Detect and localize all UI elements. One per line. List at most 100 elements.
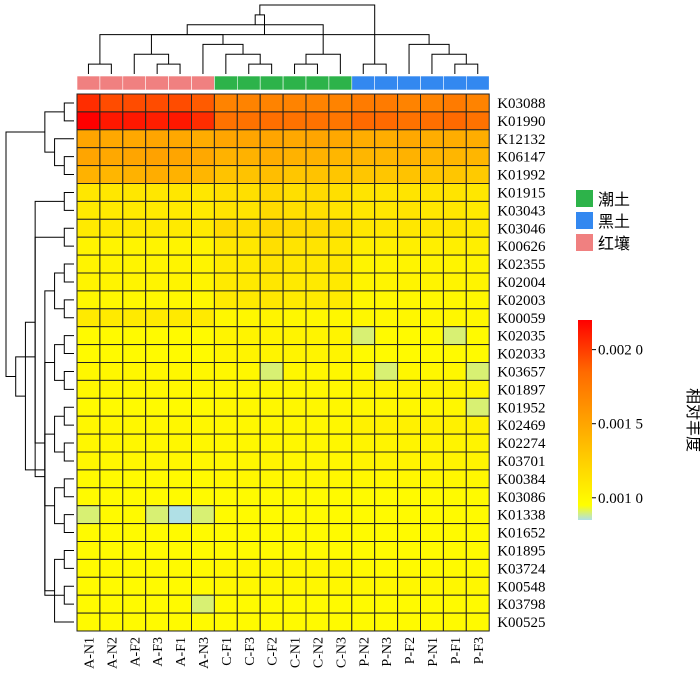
heatmap-cell bbox=[99, 129, 124, 149]
heatmap-cell bbox=[191, 326, 215, 346]
column-label: C-F3 bbox=[243, 637, 258, 666]
heatmap-cell bbox=[99, 415, 124, 435]
heatmap-cell bbox=[168, 111, 193, 131]
heatmap-cell bbox=[397, 379, 422, 399]
heatmap-cell bbox=[465, 451, 490, 471]
heatmap-cell bbox=[465, 594, 490, 614]
group-bar-cell bbox=[374, 75, 398, 91]
heatmap-cell bbox=[259, 93, 284, 113]
row-dendrogram-branch bbox=[54, 344, 65, 381]
row-dendrogram-branch bbox=[5, 131, 45, 377]
legend-label: 黑土 bbox=[598, 212, 630, 231]
heatmap-cell bbox=[282, 505, 307, 525]
heatmap-cells bbox=[76, 93, 490, 632]
heatmap-cell bbox=[145, 200, 170, 220]
row-dendrogram-branch bbox=[63, 514, 74, 534]
heatmap-cell bbox=[168, 129, 193, 149]
heatmap-cell bbox=[328, 523, 353, 542]
heatmap-cell bbox=[374, 612, 399, 632]
heatmap-cell bbox=[465, 290, 490, 310]
heatmap-cell bbox=[351, 487, 376, 507]
heatmap-cell bbox=[305, 147, 330, 167]
row-dendrogram-branch bbox=[63, 299, 74, 319]
column-dendrogram-branch bbox=[156, 63, 181, 74]
row-label: K02469 bbox=[497, 418, 545, 434]
heatmap-cell bbox=[99, 344, 124, 364]
heatmap-cell bbox=[351, 451, 376, 471]
row-dendrogram-branch bbox=[63, 549, 74, 569]
column-label: A-N2 bbox=[105, 637, 120, 669]
group-bar-cell bbox=[99, 75, 124, 91]
heatmap-cell bbox=[76, 236, 101, 256]
heatmap-cell bbox=[191, 111, 215, 131]
heatmap-cell bbox=[420, 558, 444, 578]
heatmap-cell bbox=[191, 612, 215, 632]
heatmap-cell bbox=[145, 236, 170, 256]
heatmap-cell bbox=[122, 165, 147, 185]
heatmap-cell bbox=[236, 183, 261, 202]
heatmap-cell bbox=[420, 272, 444, 292]
row-dendrogram-branch bbox=[63, 156, 74, 176]
heatmap-cell bbox=[122, 469, 147, 489]
heatmap-cell bbox=[397, 165, 422, 185]
heatmap-cell bbox=[191, 147, 215, 167]
heatmap-cell bbox=[236, 505, 261, 525]
heatmap-cell bbox=[145, 397, 170, 417]
heatmap-cell bbox=[351, 165, 376, 185]
heatmap-cell bbox=[259, 344, 284, 364]
heatmap-cell bbox=[374, 344, 399, 364]
heatmap-cell bbox=[397, 93, 422, 113]
heatmap-cell bbox=[328, 576, 353, 596]
heatmap-cell bbox=[259, 183, 284, 202]
heatmap-cell bbox=[213, 236, 238, 256]
heatmap-cell bbox=[168, 200, 193, 220]
heatmap-cell bbox=[236, 397, 261, 417]
heatmap-cell bbox=[191, 523, 215, 542]
column-dendrogram-branch bbox=[202, 43, 244, 74]
heatmap-cell bbox=[122, 344, 147, 364]
heatmap-cell bbox=[442, 469, 467, 489]
heatmap-cell bbox=[168, 576, 193, 596]
heatmap-cell bbox=[374, 272, 399, 292]
heatmap-cell bbox=[305, 469, 330, 489]
column-dendrogram-branch bbox=[99, 34, 430, 65]
column-label: P-F1 bbox=[449, 637, 464, 664]
heatmap-cell bbox=[465, 362, 490, 381]
heatmap-cell bbox=[145, 218, 170, 238]
heatmap-cell bbox=[76, 344, 101, 364]
heatmap-cell bbox=[213, 415, 238, 435]
heatmap-cell bbox=[168, 218, 193, 238]
column-label: P-F3 bbox=[472, 637, 487, 664]
heatmap-cell bbox=[99, 236, 124, 256]
heatmap-cell bbox=[168, 272, 193, 292]
heatmap-cell bbox=[213, 308, 238, 328]
heatmap-cell bbox=[122, 236, 147, 256]
heatmap-cell bbox=[328, 397, 353, 417]
heatmap-cell bbox=[328, 344, 353, 364]
legend-label: 红壤 bbox=[598, 234, 630, 253]
heatmap-cell bbox=[397, 469, 422, 489]
row-label: K03701 bbox=[497, 454, 545, 470]
heatmap-cell bbox=[442, 505, 467, 525]
heatmap-cell bbox=[465, 236, 490, 256]
color-bar-tick-label: 0.001 5 bbox=[598, 417, 643, 433]
heatmap-cell bbox=[259, 523, 284, 542]
heatmap-cell bbox=[465, 576, 490, 596]
heatmap-cell bbox=[99, 469, 124, 489]
heatmap-cell bbox=[465, 147, 490, 167]
heatmap-cell bbox=[213, 397, 238, 417]
heatmap-cell bbox=[397, 451, 422, 471]
heatmap-cell bbox=[76, 487, 101, 507]
heatmap-cell bbox=[282, 236, 307, 256]
heatmap-cell bbox=[282, 469, 307, 489]
heatmap-cell bbox=[168, 541, 193, 560]
heatmap-cell bbox=[442, 558, 467, 578]
heatmap-cell bbox=[259, 165, 284, 185]
row-label: K00384 bbox=[497, 472, 546, 488]
heatmap-cell bbox=[351, 415, 376, 435]
heatmap-cell bbox=[99, 558, 124, 578]
column-label: A-F1 bbox=[174, 637, 189, 667]
column-label: P-N3 bbox=[380, 637, 395, 667]
heatmap-cell bbox=[145, 326, 170, 346]
row-label: K03657 bbox=[497, 364, 546, 380]
